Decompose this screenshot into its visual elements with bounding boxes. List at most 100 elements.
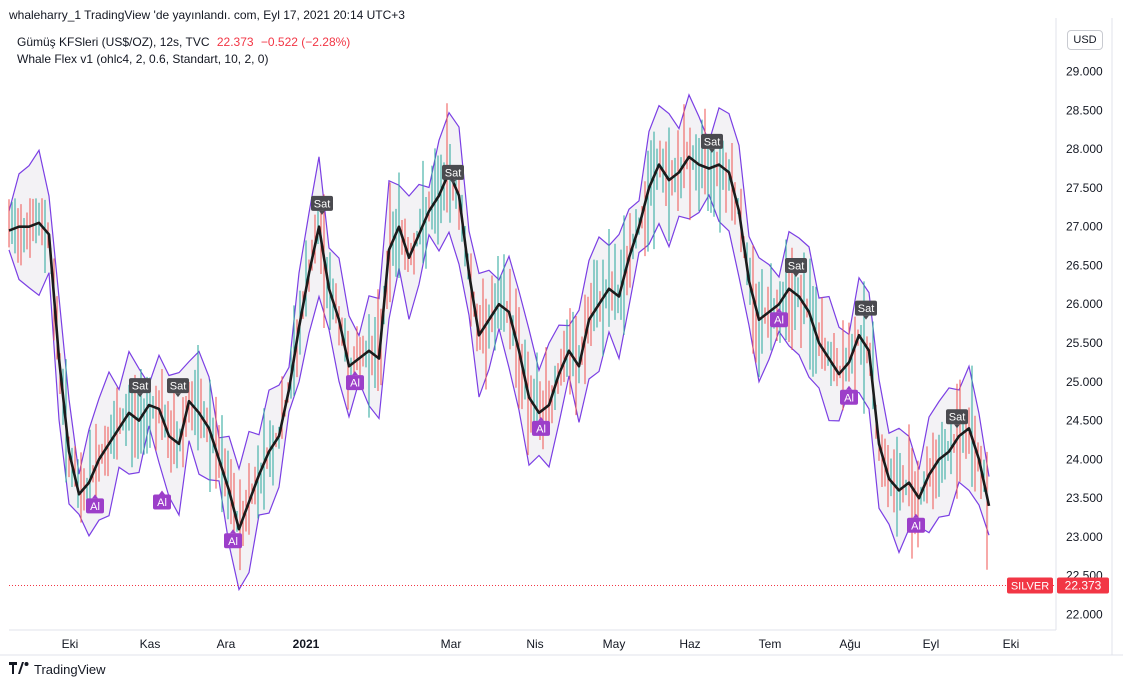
buy-signal-badge: Al: [153, 490, 171, 510]
sell-signal-badge: Sat: [785, 257, 807, 277]
time-tick-label: Eyl: [923, 637, 940, 651]
signal-label: Sat: [949, 412, 966, 424]
brand-name: TradingView: [34, 662, 106, 677]
chart-grid: [0, 18, 1123, 656]
signal-label: Sat: [314, 198, 331, 210]
buy-badge-box: [86, 498, 104, 514]
price-tick-label: 25.500: [1066, 336, 1103, 350]
whale-flex-line: [8, 155, 991, 531]
sell-signal-badge: Sat: [946, 409, 968, 429]
time-tick-label: Eki: [1003, 637, 1020, 651]
signal-label: Al: [90, 501, 100, 513]
price-tick-label: 26.500: [1066, 258, 1103, 272]
signal-label: Al: [774, 315, 784, 327]
signal-label: Al: [350, 378, 360, 390]
sell-badge-box: [855, 300, 877, 316]
sell-badge-pointer: [793, 272, 799, 277]
last-price-value: 22.373: [216, 35, 254, 49]
buy-badge-box: [840, 389, 858, 405]
buy-badge-pointer: [159, 490, 165, 495]
signal-label: Sat: [788, 260, 805, 272]
price-tick-label: 29.000: [1066, 65, 1103, 79]
sell-badge-box: [311, 195, 333, 211]
buy-signal-badge: Al: [907, 513, 925, 533]
symbol-tag-box: [1007, 577, 1053, 594]
price-axis: 22.00022.50023.00023.50024.00024.50025.0…: [1066, 65, 1103, 622]
tradingview-logo-icon: [9, 662, 29, 677]
sell-badge-pointer: [954, 424, 960, 429]
price-tick-label: 27.500: [1066, 181, 1103, 195]
price-tick-label: 24.500: [1066, 414, 1103, 428]
band-fill: [9, 94, 989, 590]
time-tick-label: Mar: [441, 637, 462, 651]
sell-signal-badge: Sat: [167, 378, 189, 398]
buy-signal-badge: Al: [770, 308, 788, 328]
buy-badge-pointer: [913, 513, 919, 518]
time-tick-label: Ara: [217, 637, 236, 651]
price-tick-label: 26.000: [1066, 297, 1103, 311]
signal-label: Sat: [445, 167, 462, 179]
signal-label: Sat: [704, 136, 721, 148]
buy-badge-box: [153, 494, 171, 510]
sell-signal-badge: Sat: [442, 164, 464, 184]
currency-selector[interactable]: USD: [1067, 30, 1103, 50]
signal-label: Al: [844, 392, 854, 404]
last-price-box: [1057, 577, 1109, 594]
sell-signal-badge: Sat: [701, 133, 723, 153]
time-tick-label: May: [603, 637, 626, 651]
indicator-name: Whale Flex v1 (ohlc4, 2, 0.6, Standart, …: [17, 52, 269, 66]
brand-footer[interactable]: TradingView: [9, 662, 106, 677]
symbol-legend[interactable]: Gümüş KFSleri (US$/OZ), 12s, TVC 22.373 …: [17, 35, 350, 49]
sell-badge-pointer: [709, 148, 715, 153]
buy-badge-box: [224, 533, 242, 549]
time-tick-label: Ağu: [839, 637, 860, 651]
signal-label: Al: [157, 497, 167, 509]
time-tick-label: 2021: [293, 637, 320, 651]
sell-badge-pointer: [175, 393, 181, 398]
sell-badge-box: [785, 257, 807, 273]
buy-badge-pointer: [538, 416, 544, 421]
time-tick-label: Haz: [679, 637, 700, 651]
buy-badge-pointer: [92, 494, 98, 499]
buy-badge-box: [770, 312, 788, 328]
buy-signal-badge: Al: [532, 416, 550, 436]
time-tick-label: Kas: [140, 637, 161, 651]
buy-badge-box: [346, 375, 364, 391]
publish-line: whaleharry_1 TradingView 'de yayınlandı.…: [9, 8, 405, 22]
last-price-label: 22.373: [1065, 579, 1102, 593]
signal-label: Al: [536, 423, 546, 435]
sell-signal-badge: Sat: [129, 378, 151, 398]
price-tick-label: 27.000: [1066, 220, 1103, 234]
sell-signal-badge: Sat: [855, 300, 877, 320]
price-tick-label: 24.000: [1066, 452, 1103, 466]
price-tick-label: 28.000: [1066, 142, 1103, 156]
symbol-name: Gümüş KFSleri (US$/OZ), 12s, TVC: [17, 35, 210, 49]
buy-signal-badge: Al: [86, 494, 104, 514]
buy-badge-box: [532, 420, 550, 436]
price-tick-label: 22.000: [1066, 607, 1103, 621]
sell-badge-pointer: [319, 210, 325, 215]
sell-badge-pointer: [450, 179, 456, 184]
buy-badge-pointer: [846, 385, 852, 390]
buy-badge-pointer: [352, 371, 358, 376]
buy-badge-pointer: [776, 308, 782, 313]
indicator-legend[interactable]: Whale Flex v1 (ohlc4, 2, 0.6, Standart, …: [17, 52, 268, 66]
last-price-marker: SILVER 22.373: [9, 577, 1109, 594]
sell-badge-box: [129, 378, 151, 394]
buy-badge-pointer: [230, 529, 236, 534]
sell-badge-box: [946, 409, 968, 425]
signal-label: Sat: [858, 303, 875, 315]
price-tick-label: 23.000: [1066, 530, 1103, 544]
symbol-tag-label: SILVER: [1011, 581, 1049, 593]
time-tick-label: Tem: [759, 637, 782, 651]
signal-badges: Sat Sat Sat Sat Sat Sat Sat Sat Al Al Al Al Al Al Al Al: [86, 133, 968, 549]
sell-signal-badge: Sat: [311, 195, 333, 215]
sell-badge-box: [442, 164, 464, 180]
signal-label: Al: [228, 536, 238, 548]
signal-label: Sat: [170, 381, 187, 393]
lower-band-line: [8, 193, 990, 592]
time-axis: Eki Kas Ara 2021 Mar Nis May Haz Tem Ağu Eyl Eki: [62, 637, 1020, 651]
buy-signal-badge: Al: [224, 529, 242, 549]
signal-label: Sat: [132, 381, 149, 393]
